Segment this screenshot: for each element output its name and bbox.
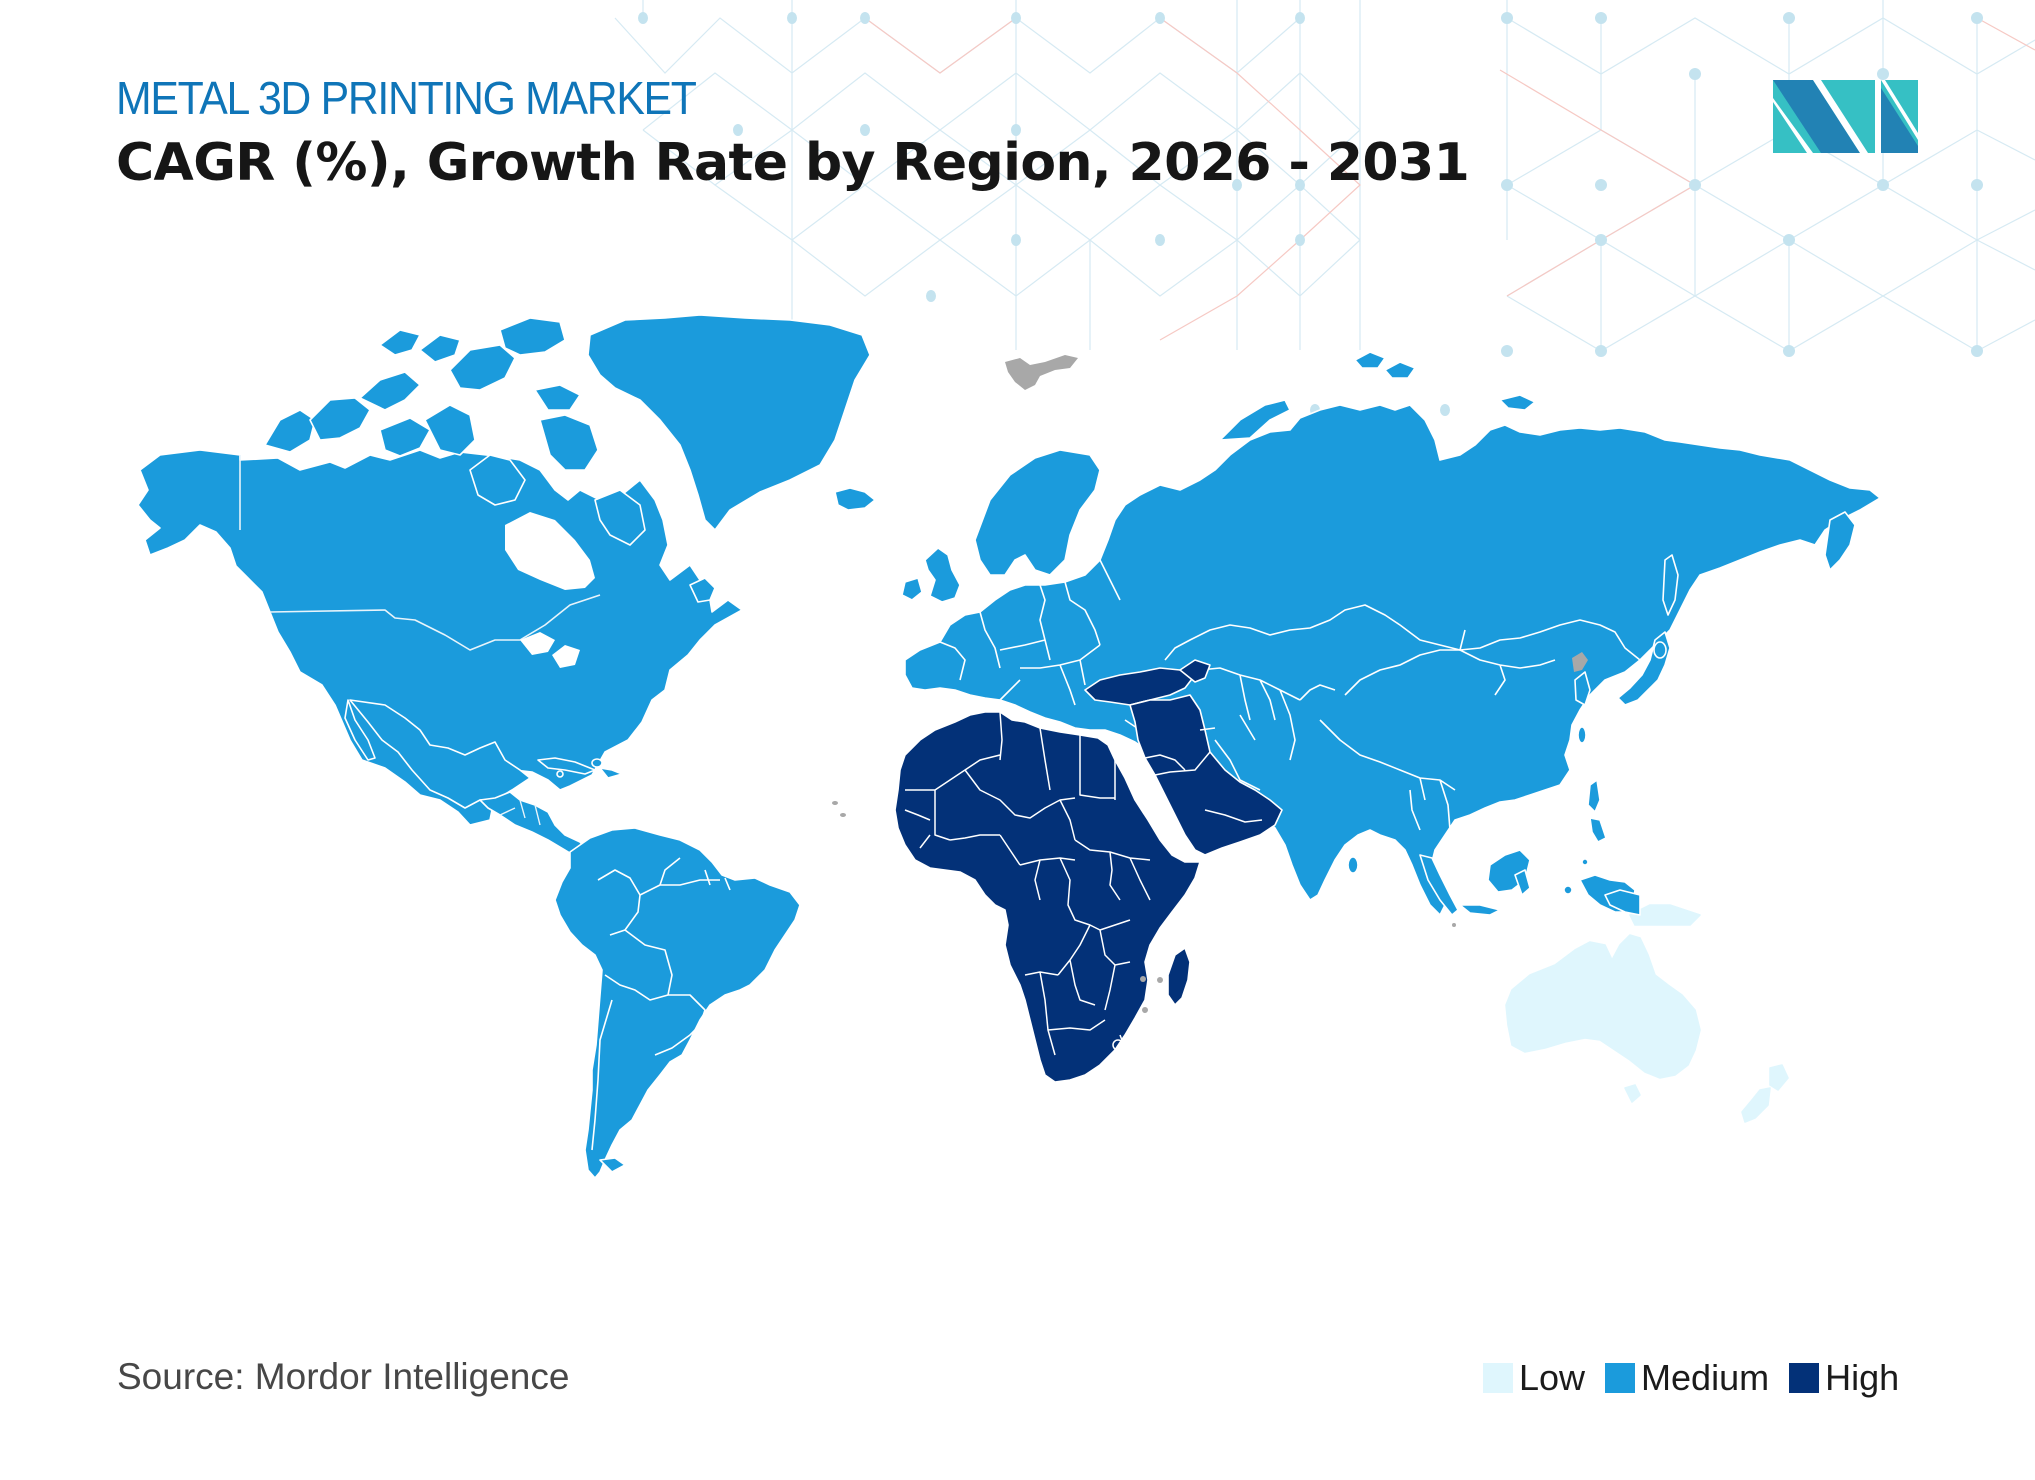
chart-subtitle: METAL 3D PRINTING MARKET <box>116 72 697 124</box>
africa-borders <box>904 711 1263 1056</box>
legend-item-high: High <box>1789 1358 1899 1398</box>
legend-item-medium: Medium <box>1605 1358 1769 1398</box>
legend: Low Medium High <box>1483 1358 1899 1398</box>
no-data-areas <box>832 355 1588 1013</box>
region-south-america <box>554 827 801 1179</box>
header: METAL 3D PRINTING MARKET CAGR (%), Growt… <box>116 70 1470 200</box>
legend-item-low: Low <box>1483 1358 1585 1398</box>
europe-asia-borders <box>939 559 1641 831</box>
region-north-america <box>137 314 876 859</box>
mordor-intelligence-logo-icon <box>1773 80 1918 153</box>
legend-swatch-high <box>1789 1363 1820 1393</box>
legend-label-high: High <box>1825 1357 1900 1398</box>
region-middle-east-africa <box>894 659 1283 1083</box>
region-europe-asia <box>901 351 1881 916</box>
region-new-guinea-west <box>1604 889 1641 916</box>
source-text: Source: Mordor Intelligence <box>117 1356 570 1397</box>
legend-swatch-low <box>1483 1363 1513 1393</box>
legend-label-low: Low <box>1519 1357 1586 1398</box>
chart-title: CAGR (%), Growth Rate by Region, 2026 - … <box>116 133 1470 193</box>
region-oceania <box>1505 904 1789 1123</box>
legend-swatch-medium <box>1605 1363 1636 1393</box>
legend-label-medium: Medium <box>1641 1357 1770 1398</box>
